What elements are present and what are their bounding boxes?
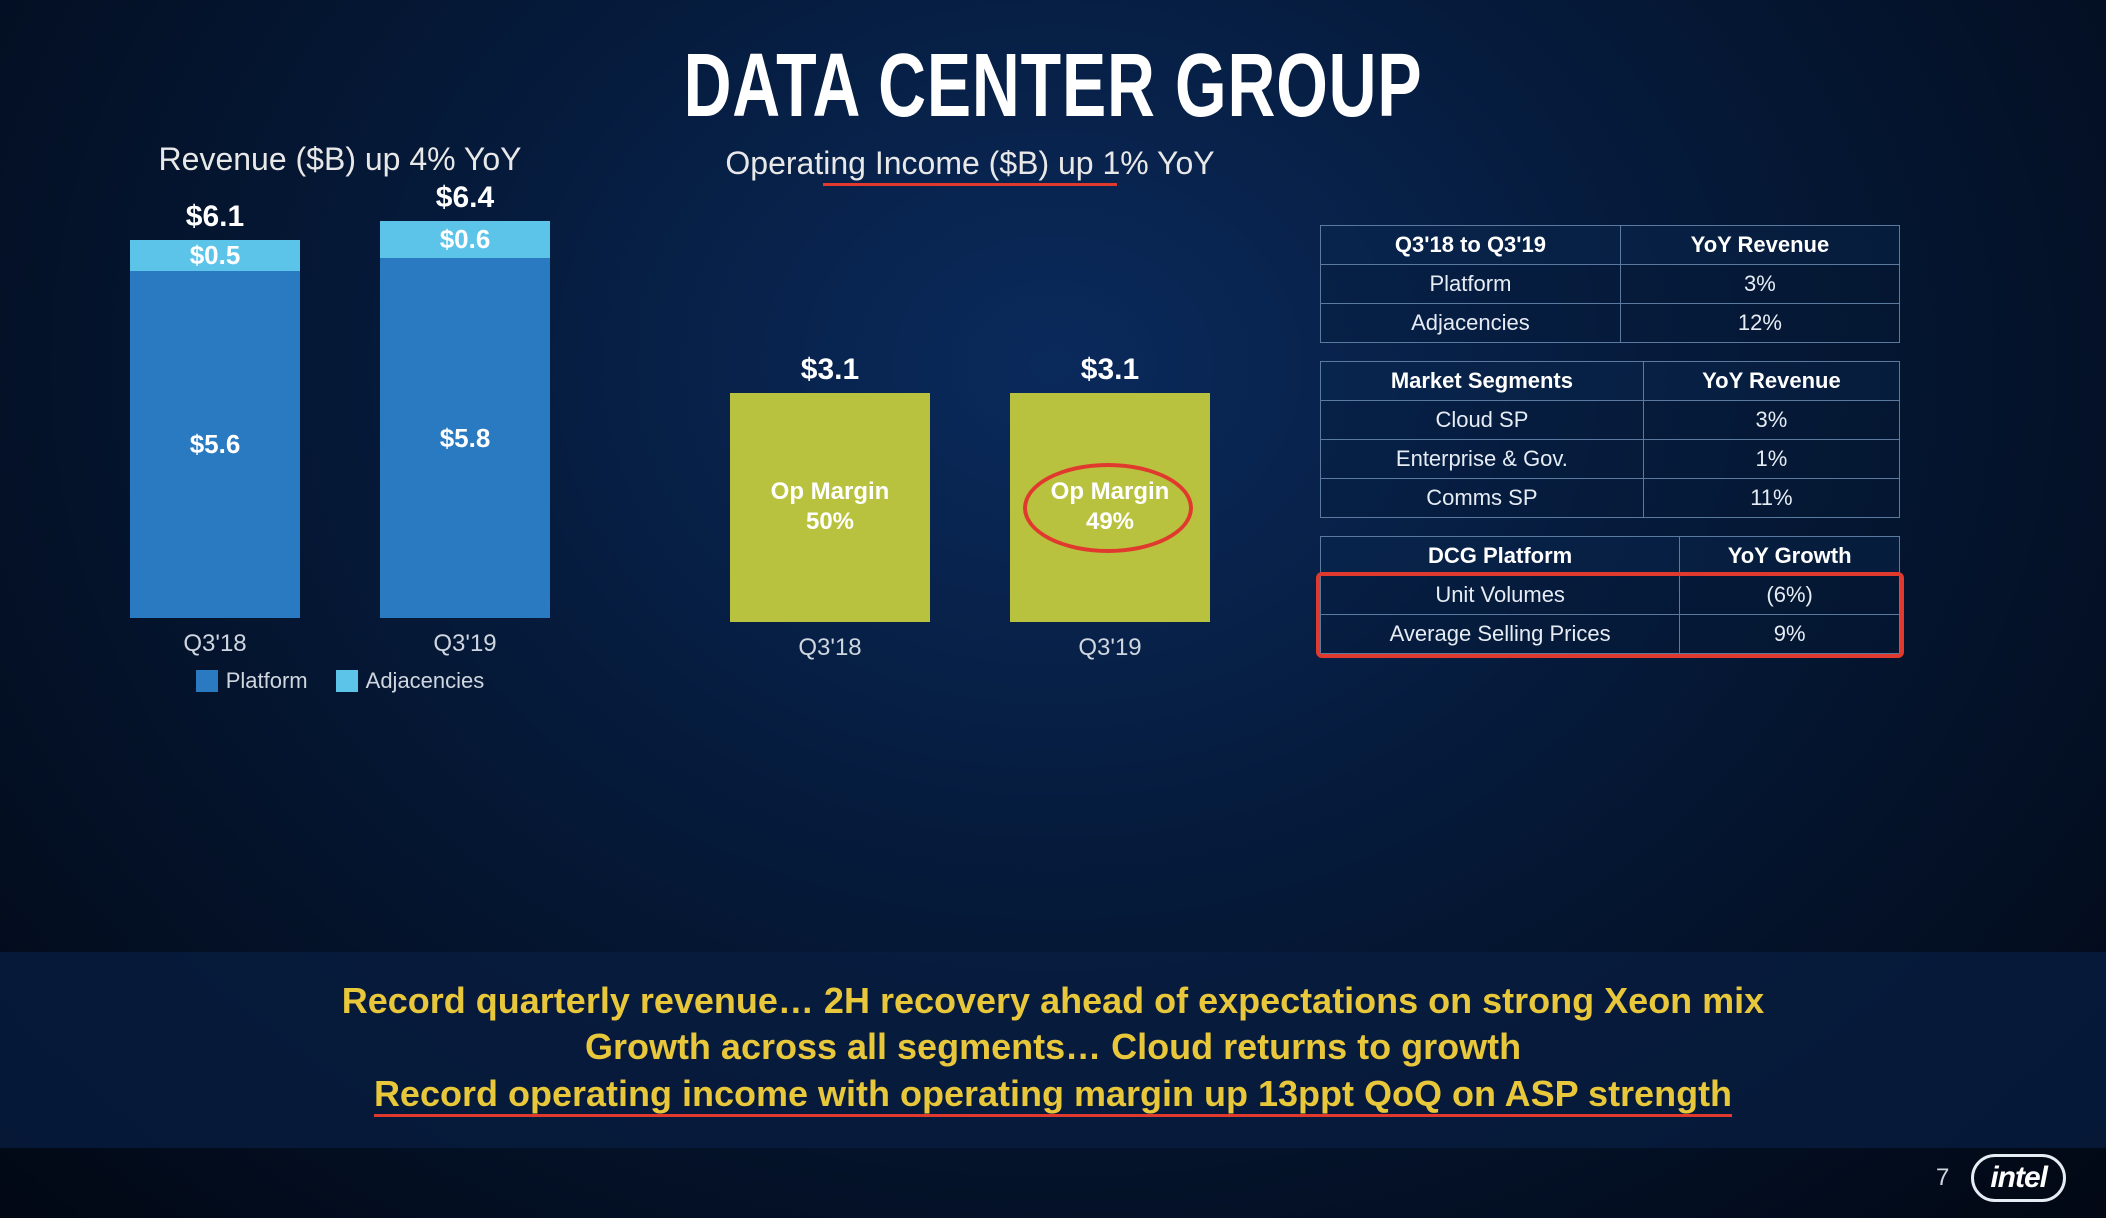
intel-logo: intel (1971, 1154, 2066, 1202)
table-cell: Comms SP (1321, 479, 1644, 518)
revenue-legend: Platform Adjacencies (196, 668, 485, 694)
table-row: Comms SP11% (1321, 479, 1900, 518)
table-header-cell: YoY Growth (1680, 537, 1900, 576)
opinc-title-underline (823, 183, 1117, 186)
bar-segment-adjacencies: $0.6 (380, 221, 550, 258)
category-label: Q3'19 (433, 630, 496, 658)
table-row: Platform3% (1321, 265, 1900, 304)
revenue-bar: $6.4 $5.8$0.6 Q3'19 (380, 181, 550, 658)
single-bar: Op Margin50% (730, 393, 930, 622)
table-cell: 3% (1643, 401, 1899, 440)
table-header-cell: YoY Revenue (1620, 226, 1899, 265)
footer: 7 intel (1936, 1154, 2066, 1202)
op-margin-label: Op Margin50% (771, 477, 890, 537)
revenue-bars: $6.1$5.6$0.5Q3'18$6.4$5.8$0.6Q3'19 (130, 198, 550, 658)
swatch-platform (196, 670, 218, 692)
op-margin-label: Op Margin49% (1051, 477, 1170, 537)
opinc-chart-title: Operating Income ($B) up 1% YoY (725, 145, 1214, 182)
single-bar: Op Margin49% (1010, 393, 1210, 622)
stacked-bar: $5.8$0.6 (380, 221, 550, 618)
table-cell: Enterprise & Gov. (1321, 440, 1644, 479)
summary-line-3: Record operating income with operating m… (374, 1073, 1732, 1117)
opinc-bars: $3.1 Op Margin50% Q3'18 $3.1 Op Margin49% Q3'… (730, 202, 1210, 662)
legend-adjacencies-label: Adjacencies (366, 668, 485, 694)
bar-total-label: $6.1 (186, 200, 244, 234)
table-cell: Adjacencies (1321, 304, 1621, 343)
category-label: Q3'18 (798, 634, 861, 662)
table-cell: (6%) (1680, 576, 1900, 615)
summary-band: Record quarterly revenue… 2H recovery ah… (0, 952, 2106, 1148)
summary-line-2: Growth across all segments… Cloud return… (585, 1026, 1521, 1067)
slide-title: DATA CENTER GROUP (158, 33, 1948, 138)
bar-segment-adjacencies: $0.5 (130, 240, 300, 271)
bar-segment-platform: $5.6 (130, 271, 300, 618)
opinc-title-text: Operating Income ($B) up 1% YoY (725, 145, 1214, 181)
table-revenue-breakdown: Q3'18 to Q3'19YoY RevenuePlatform3%Adjac… (1320, 225, 1900, 343)
table-header-cell: Q3'18 to Q3'19 (1321, 226, 1621, 265)
table-row: Cloud SP3% (1321, 401, 1900, 440)
revenue-chart: Revenue ($B) up 4% YoY $6.1 $5.6$0.5 Q3'18… (40, 141, 640, 694)
table-cell: 3% (1620, 265, 1899, 304)
table-row: Average Selling Prices9% (1321, 615, 1900, 654)
page-number: 7 (1936, 1164, 1949, 1192)
category-label: Q3'18 (183, 630, 246, 658)
table-cell: 9% (1680, 615, 1900, 654)
table-row: Adjacencies12% (1321, 304, 1900, 343)
bar-segment-platform: $5.8 (380, 258, 550, 618)
table-cell: 1% (1643, 440, 1899, 479)
stacked-bar: $5.6$0.5 (130, 240, 300, 618)
bar-total-label: $6.4 (436, 181, 494, 215)
table-header-cell: DCG Platform (1321, 537, 1680, 576)
table-cell: Average Selling Prices (1321, 615, 1680, 654)
opinc-bar: $3.1 Op Margin49% Q3'19 (1010, 353, 1210, 662)
swatch-adjacencies (336, 670, 358, 692)
tables-column: Q3'18 to Q3'19YoY RevenuePlatform3%Adjac… (1320, 225, 1900, 654)
table-cell: Platform (1321, 265, 1621, 304)
legend-platform: Platform (196, 668, 308, 694)
opinc-chart: Operating Income ($B) up 1% YoY $3.1 Op M… (670, 145, 1270, 694)
bar-value-label: $3.1 (1081, 353, 1139, 387)
table-row: Enterprise & Gov.1% (1321, 440, 1900, 479)
table-header-cell: YoY Revenue (1643, 362, 1899, 401)
bar-value-label: $3.1 (801, 353, 859, 387)
highlight-ellipse (1023, 463, 1193, 553)
content-row: Revenue ($B) up 4% YoY $6.1 $5.6$0.5 Q3'18… (0, 131, 2106, 694)
table-header-cell: Market Segments (1321, 362, 1644, 401)
summary-line-1: Record quarterly revenue… 2H recovery ah… (342, 980, 1764, 1021)
opinc-bar: $3.1 Op Margin50% Q3'18 (730, 353, 930, 662)
table-cell: Cloud SP (1321, 401, 1644, 440)
revenue-chart-title: Revenue ($B) up 4% YoY (159, 141, 522, 178)
table-cell: 12% (1620, 304, 1899, 343)
table-dcg-platform: DCG PlatformYoY GrowthUnit Volumes(6%)Av… (1320, 536, 1900, 654)
legend-adjacencies: Adjacencies (336, 668, 485, 694)
table-cell: Unit Volumes (1321, 576, 1680, 615)
table-cell: 11% (1643, 479, 1899, 518)
legend-platform-label: Platform (226, 668, 308, 694)
table-market-segments: Market SegmentsYoY RevenueCloud SP3%Ente… (1320, 361, 1900, 518)
table-row: Unit Volumes(6%) (1321, 576, 1900, 615)
revenue-bar: $6.1 $5.6$0.5 Q3'18 (130, 200, 300, 658)
category-label: Q3'19 (1078, 634, 1141, 662)
